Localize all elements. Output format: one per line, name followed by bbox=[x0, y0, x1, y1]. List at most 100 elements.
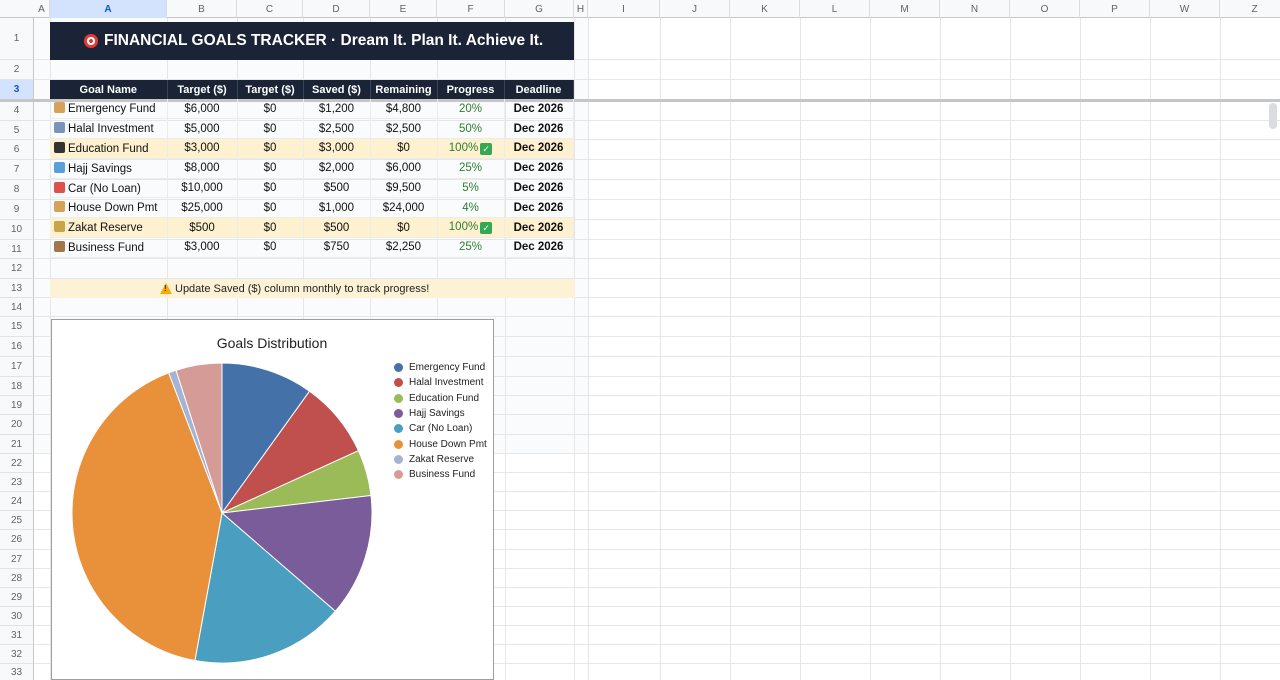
remaining-cell[interactable]: $0 bbox=[370, 138, 438, 159]
table-row[interactable]: Car (No Loan) $10,000 $0 $500 $9,500 5% Dec 20… bbox=[50, 178, 574, 199]
legend-item[interactable]: Education Fund bbox=[394, 391, 487, 406]
column-header[interactable]: F bbox=[437, 0, 505, 18]
column-header[interactable]: I bbox=[588, 0, 660, 18]
row-header[interactable]: 3 bbox=[0, 80, 34, 100]
row-header[interactable]: 29 bbox=[0, 588, 34, 607]
goal-name-cell[interactable]: Emergency Fund bbox=[50, 99, 168, 120]
table-row[interactable]: Hajj Savings $8,000 $0 $2,000 $6,000 25% Dec 2… bbox=[50, 158, 574, 179]
legend-item[interactable]: House Down Pmt bbox=[394, 436, 487, 451]
column-header[interactable]: P bbox=[1080, 0, 1150, 18]
target-cell[interactable]: $3,000 bbox=[167, 237, 238, 258]
row-header[interactable]: 8 bbox=[0, 180, 34, 200]
column-header[interactable]: H bbox=[574, 0, 588, 18]
row-header[interactable]: 2 bbox=[0, 60, 34, 80]
row-header[interactable]: 18 bbox=[0, 377, 34, 396]
deadline-cell[interactable]: Dec 2026 bbox=[504, 138, 574, 159]
col-header-target-2[interactable]: Target ($) bbox=[237, 80, 304, 99]
goal-name-cell[interactable]: Halal Investment bbox=[50, 118, 168, 140]
column-header[interactable]: E bbox=[370, 0, 437, 18]
saved-cell[interactable]: $500 bbox=[303, 217, 371, 239]
legend-item[interactable]: Halal Investment bbox=[394, 375, 487, 390]
row-header[interactable]: 1 bbox=[0, 18, 34, 60]
row-header[interactable]: 33 bbox=[0, 664, 34, 680]
target-cell[interactable]: $3,000 bbox=[167, 138, 238, 159]
target-2-cell[interactable]: $0 bbox=[237, 138, 304, 159]
target-cell[interactable]: $10,000 bbox=[167, 178, 238, 199]
row-header[interactable]: 27 bbox=[0, 550, 34, 569]
table-row[interactable]: Business Fund $3,000 $0 $750 $2,250 25% Dec 20… bbox=[50, 237, 574, 258]
row-header[interactable]: 17 bbox=[0, 357, 34, 377]
title-banner[interactable]: FINANCIAL GOALS TRACKER · Dream It. Plan… bbox=[50, 22, 574, 60]
progress-cell[interactable]: 4% bbox=[437, 197, 505, 219]
progress-cell[interactable]: 100% ✓ bbox=[437, 217, 505, 239]
col-header-remaining[interactable]: Remaining bbox=[370, 80, 438, 99]
column-header[interactable]: O bbox=[1010, 0, 1080, 18]
goal-name-cell[interactable]: Education Fund bbox=[50, 138, 168, 159]
pie-slice[interactable] bbox=[194, 512, 337, 664]
row-header[interactable]: 4 bbox=[0, 100, 34, 121]
progress-cell[interactable]: 50% bbox=[437, 118, 505, 140]
progress-cell[interactable]: 100% ✓ bbox=[437, 138, 505, 159]
table-row[interactable]: Education Fund $3,000 $0 $3,000 $0 100% ✓ Dec 2… bbox=[50, 138, 574, 159]
target-2-cell[interactable]: $0 bbox=[237, 99, 304, 120]
table-row[interactable]: Halal Investment $5,000 $0 $2,500 $2,500 50% D… bbox=[50, 118, 574, 140]
remaining-cell[interactable]: $2,250 bbox=[370, 237, 438, 258]
deadline-cell[interactable]: Dec 2026 bbox=[504, 217, 574, 239]
saved-cell[interactable]: $500 bbox=[303, 178, 371, 199]
deadline-cell[interactable]: Dec 2026 bbox=[504, 118, 574, 140]
goal-name-cell[interactable]: Hajj Savings bbox=[50, 158, 168, 179]
goal-name-cell[interactable]: Zakat Reserve bbox=[50, 217, 168, 239]
row-header[interactable]: 23 bbox=[0, 473, 34, 492]
update-note[interactable]: Update Saved ($) column monthly to track… bbox=[50, 279, 575, 298]
column-header[interactable]: J bbox=[660, 0, 730, 18]
target-cell[interactable]: $8,000 bbox=[167, 158, 238, 179]
target-cell[interactable]: $5,000 bbox=[167, 118, 238, 140]
column-header[interactable]: G bbox=[505, 0, 574, 18]
saved-cell[interactable]: $1,200 bbox=[303, 99, 371, 120]
target-2-cell[interactable]: $0 bbox=[237, 197, 304, 219]
row-header[interactable]: 20 bbox=[0, 415, 34, 435]
row-header[interactable]: 11 bbox=[0, 240, 34, 259]
row-header[interactable]: 31 bbox=[0, 626, 34, 645]
deadline-cell[interactable]: Dec 2026 bbox=[504, 178, 574, 199]
row-header[interactable]: 15 bbox=[0, 317, 34, 337]
target-cell[interactable]: $25,000 bbox=[167, 197, 238, 219]
remaining-cell[interactable]: $9,500 bbox=[370, 178, 438, 199]
saved-cell[interactable]: $1,000 bbox=[303, 197, 371, 219]
progress-cell[interactable]: 20% bbox=[437, 99, 505, 120]
row-header[interactable]: 6 bbox=[0, 140, 34, 160]
table-row[interactable]: House Down Pmt $25,000 $0 $1,000 $24,000 4% De… bbox=[50, 197, 574, 219]
goal-name-cell[interactable]: Car (No Loan) bbox=[50, 178, 168, 199]
target-cell[interactable]: $500 bbox=[167, 217, 238, 239]
row-header[interactable]: 21 bbox=[0, 435, 34, 454]
progress-cell[interactable]: 5% bbox=[437, 178, 505, 199]
column-header[interactable]: K bbox=[730, 0, 800, 18]
deadline-cell[interactable]: Dec 2026 bbox=[504, 99, 574, 120]
target-2-cell[interactable]: $0 bbox=[237, 178, 304, 199]
row-header[interactable]: 19 bbox=[0, 396, 34, 415]
saved-cell[interactable]: $750 bbox=[303, 237, 371, 258]
target-2-cell[interactable]: $0 bbox=[237, 237, 304, 258]
remaining-cell[interactable]: $2,500 bbox=[370, 118, 438, 140]
target-2-cell[interactable]: $0 bbox=[237, 158, 304, 179]
saved-cell[interactable]: $3,000 bbox=[303, 138, 371, 159]
row-header[interactable]: 14 bbox=[0, 298, 34, 317]
row-header[interactable]: 16 bbox=[0, 337, 34, 357]
table-row[interactable]: Emergency Fund $6,000 $0 $1,200 $4,800 20% Dec… bbox=[50, 99, 574, 120]
legend-item[interactable]: Car (No Loan) bbox=[394, 421, 487, 436]
legend-item[interactable]: Emergency Fund bbox=[394, 360, 487, 375]
column-header[interactable]: D bbox=[303, 0, 370, 18]
remaining-cell[interactable]: $4,800 bbox=[370, 99, 438, 120]
pie-slice[interactable] bbox=[220, 494, 373, 612]
column-header[interactable]: W bbox=[1150, 0, 1220, 18]
row-header[interactable]: 22 bbox=[0, 454, 34, 473]
remaining-cell[interactable]: $6,000 bbox=[370, 158, 438, 179]
row-header[interactable]: 32 bbox=[0, 645, 34, 664]
row-header[interactable]: 25 bbox=[0, 511, 34, 530]
remaining-cell[interactable]: $24,000 bbox=[370, 197, 438, 219]
goal-name-cell[interactable]: Business Fund bbox=[50, 237, 168, 258]
legend-item[interactable]: Business Fund bbox=[394, 467, 487, 482]
row-header[interactable]: 10 bbox=[0, 220, 34, 240]
goal-name-cell[interactable]: House Down Pmt bbox=[50, 197, 168, 219]
column-header[interactable]: Z bbox=[1220, 0, 1280, 18]
